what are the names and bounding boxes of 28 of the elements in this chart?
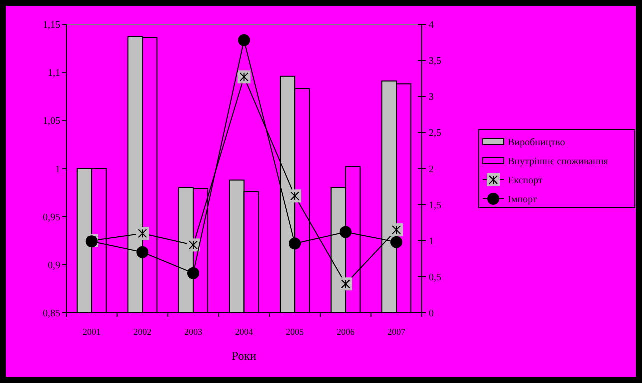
y-tick-label: 1 [56,164,60,176]
y2-tick-label: 3,5 [429,56,442,68]
legend-label: Виробництво [508,138,566,148]
x-tick-label: 2001 [82,327,101,337]
y2-tick-label: 1 [429,236,434,248]
legend-label: Внутрішнє споживання [508,156,609,168]
y-tick-label: 0,95 [43,212,60,224]
y2-tick-label: 4 [429,20,434,31]
x-tick-label: 2004 [235,327,254,337]
y2-tick-label: 3 [429,92,434,104]
y-tick-label: 1,1 [48,68,60,80]
y2-tick-label: 0,5 [429,272,442,284]
x-tick-label: 2006 [336,327,356,337]
y-tick-label: 1,05 [43,116,60,128]
legend-label: Імпорт [508,194,538,206]
legend-label: Експорт [508,176,544,186]
y-tick-label: 1,15 [43,20,60,31]
y-tick-label: 0,85 [43,308,60,320]
y2-tick-label: 2,5 [429,128,442,140]
x-tick-label: 2007 [388,327,406,337]
x-tick-label: 2002 [134,327,152,337]
y2-tick-label: 0 [429,308,434,320]
y2-tick-label: 2 [429,164,434,176]
x-tick-label: 2003 [184,327,203,337]
y-tick-label: 0,9 [48,260,60,272]
y2-tick-label: 1,5 [429,200,442,212]
x-tick-label: 2005 [286,327,305,337]
x-axis-title: Роки [232,349,258,363]
